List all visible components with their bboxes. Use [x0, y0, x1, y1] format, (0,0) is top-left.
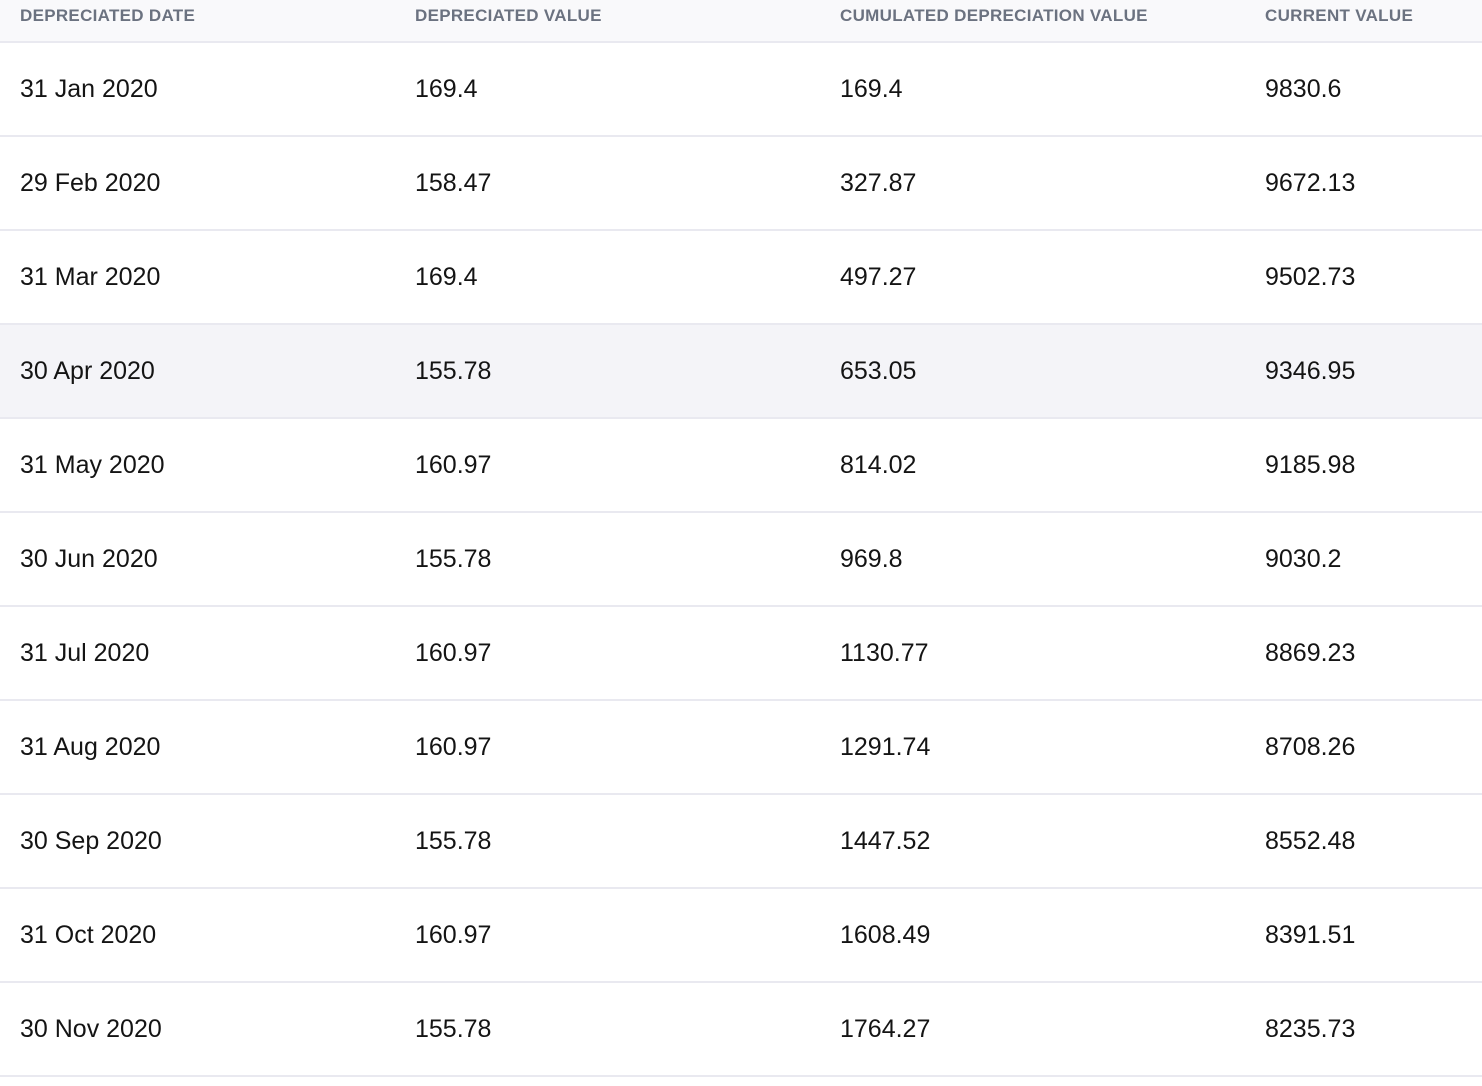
- cell-depreciated-value: 155.78: [415, 356, 492, 385]
- cell-depreciated-date: 30 Jun 2020: [20, 544, 158, 573]
- cell-depreciated-value: 158.47: [415, 168, 492, 197]
- cell-depreciated-value: 155.78: [415, 1014, 492, 1043]
- cell-depreciated-value: 169.4: [415, 74, 478, 103]
- cell-depreciated-date: 31 Jul 2020: [20, 638, 150, 667]
- column-header-cumulated-depreciation-value: CUMULATED DEPRECIATION VALUE: [840, 6, 1148, 25]
- cell-cumulated-depreciation-value: 327.87: [840, 168, 917, 197]
- cell-cumulated-depreciation-value: 1291.74: [840, 732, 931, 761]
- cell-current-value: 9830.6: [1265, 74, 1342, 103]
- cell-current-value: 8708.26: [1265, 732, 1356, 761]
- cell-depreciated-value: 160.97: [415, 450, 492, 479]
- column-header-depreciated-date: DEPRECIATED DATE: [20, 6, 196, 25]
- table-row[interactable]: 31 Oct 2020 160.97 1608.49 8391.51: [0, 889, 1482, 983]
- cell-cumulated-depreciation-value: 1764.27: [840, 1014, 931, 1043]
- table-row[interactable]: 30 Nov 2020 155.78 1764.27 8235.73: [0, 983, 1482, 1077]
- cell-cumulated-depreciation-value: 1447.52: [840, 826, 931, 855]
- cell-depreciated-value: 155.78: [415, 544, 492, 573]
- cell-depreciated-value: 169.4: [415, 262, 478, 291]
- table-row[interactable]: 31 Jul 2020 160.97 1130.77 8869.23: [0, 607, 1482, 701]
- table-body: 31 Jan 2020 169.4 169.4 9830.6 29 Feb 20…: [0, 43, 1482, 1077]
- cell-depreciated-value: 160.97: [415, 732, 492, 761]
- table-header-row: DEPRECIATED DATE DEPRECIATED VALUE CUMUL…: [0, 0, 1482, 43]
- cell-depreciated-date: 30 Nov 2020: [20, 1014, 162, 1043]
- cell-current-value: 8869.23: [1265, 638, 1356, 667]
- column-header-current-value: CURRENT VALUE: [1265, 6, 1414, 25]
- table-row[interactable]: 31 Mar 2020 169.4 497.27 9502.73: [0, 231, 1482, 325]
- cell-cumulated-depreciation-value: 1130.77: [840, 638, 929, 667]
- cell-current-value: 9346.95: [1265, 356, 1356, 385]
- table-row[interactable]: 30 Sep 2020 155.78 1447.52 8552.48: [0, 795, 1482, 889]
- table-row[interactable]: 31 May 2020 160.97 814.02 9185.98: [0, 419, 1482, 513]
- cell-depreciated-value: 160.97: [415, 920, 492, 949]
- cell-cumulated-depreciation-value: 1608.49: [840, 920, 931, 949]
- table-row[interactable]: 30 Jun 2020 155.78 969.8 9030.2: [0, 513, 1482, 607]
- cell-depreciated-date: 30 Apr 2020: [20, 356, 155, 385]
- cell-depreciated-value: 160.97: [415, 638, 492, 667]
- cell-current-value: 8552.48: [1265, 826, 1356, 855]
- cell-current-value: 8235.73: [1265, 1014, 1356, 1043]
- cell-current-value: 9672.13: [1265, 168, 1356, 197]
- cell-current-value: 9030.2: [1265, 544, 1342, 573]
- table-row[interactable]: 31 Aug 2020 160.97 1291.74 8708.26: [0, 701, 1482, 795]
- cell-current-value: 9185.98: [1265, 450, 1356, 479]
- cell-cumulated-depreciation-value: 169.4: [840, 74, 903, 103]
- cell-depreciated-date: 31 Aug 2020: [20, 732, 161, 761]
- cell-depreciated-value: 155.78: [415, 826, 492, 855]
- table-row[interactable]: 31 Jan 2020 169.4 169.4 9830.6: [0, 43, 1482, 137]
- column-header-depreciated-value: DEPRECIATED VALUE: [415, 6, 602, 25]
- cell-cumulated-depreciation-value: 969.8: [840, 544, 903, 573]
- cell-depreciated-date: 29 Feb 2020: [20, 168, 161, 197]
- cell-current-value: 9502.73: [1265, 262, 1356, 291]
- cell-cumulated-depreciation-value: 653.05: [840, 356, 917, 385]
- cell-cumulated-depreciation-value: 497.27: [840, 262, 917, 291]
- cell-current-value: 8391.51: [1265, 920, 1356, 949]
- cell-depreciated-date: 30 Sep 2020: [20, 826, 162, 855]
- cell-depreciated-date: 31 Jan 2020: [20, 74, 158, 103]
- table-row[interactable]: 29 Feb 2020 158.47 327.87 9672.13: [0, 137, 1482, 231]
- cell-depreciated-date: 31 Mar 2020: [20, 262, 161, 291]
- table-row-highlighted[interactable]: 30 Apr 2020 155.78 653.05 9346.95: [0, 325, 1482, 419]
- cell-depreciated-date: 31 Oct 2020: [20, 920, 157, 949]
- cell-depreciated-date: 31 May 2020: [20, 450, 165, 479]
- cell-cumulated-depreciation-value: 814.02: [840, 450, 917, 479]
